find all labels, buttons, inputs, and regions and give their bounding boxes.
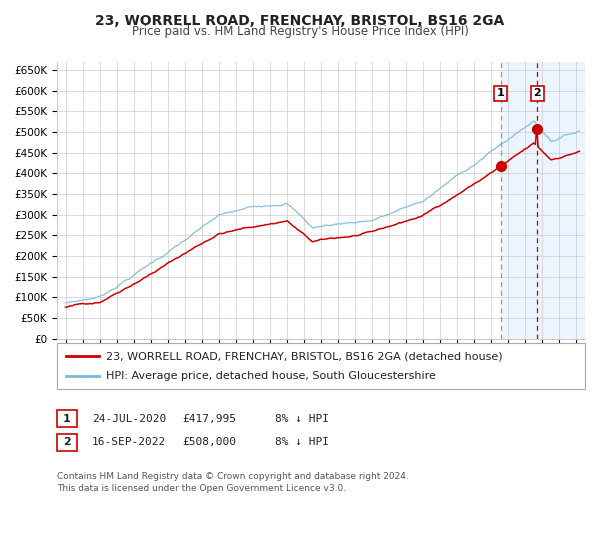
Text: £508,000: £508,000 — [182, 437, 236, 447]
Text: Price paid vs. HM Land Registry's House Price Index (HPI): Price paid vs. HM Land Registry's House … — [131, 25, 469, 38]
Text: HPI: Average price, detached house, South Gloucestershire: HPI: Average price, detached house, Sout… — [106, 371, 436, 381]
Text: 24-JUL-2020: 24-JUL-2020 — [92, 414, 166, 424]
Text: This data is licensed under the Open Government Licence v3.0.: This data is licensed under the Open Gov… — [57, 484, 346, 493]
Text: 1: 1 — [63, 414, 71, 424]
Text: 2: 2 — [533, 88, 541, 99]
Bar — [501, 62, 585, 339]
Text: Contains HM Land Registry data © Crown copyright and database right 2024.: Contains HM Land Registry data © Crown c… — [57, 472, 409, 480]
Text: 23, WORRELL ROAD, FRENCHAY, BRISTOL, BS16 2GA (detached house): 23, WORRELL ROAD, FRENCHAY, BRISTOL, BS1… — [106, 351, 503, 361]
Text: 2: 2 — [63, 437, 71, 447]
Text: 8% ↓ HPI: 8% ↓ HPI — [275, 437, 329, 447]
Text: 16-SEP-2022: 16-SEP-2022 — [92, 437, 166, 447]
Text: 8% ↓ HPI: 8% ↓ HPI — [275, 414, 329, 424]
Text: £417,995: £417,995 — [182, 414, 236, 424]
Text: 1: 1 — [497, 88, 505, 99]
Text: 23, WORRELL ROAD, FRENCHAY, BRISTOL, BS16 2GA: 23, WORRELL ROAD, FRENCHAY, BRISTOL, BS1… — [95, 14, 505, 28]
